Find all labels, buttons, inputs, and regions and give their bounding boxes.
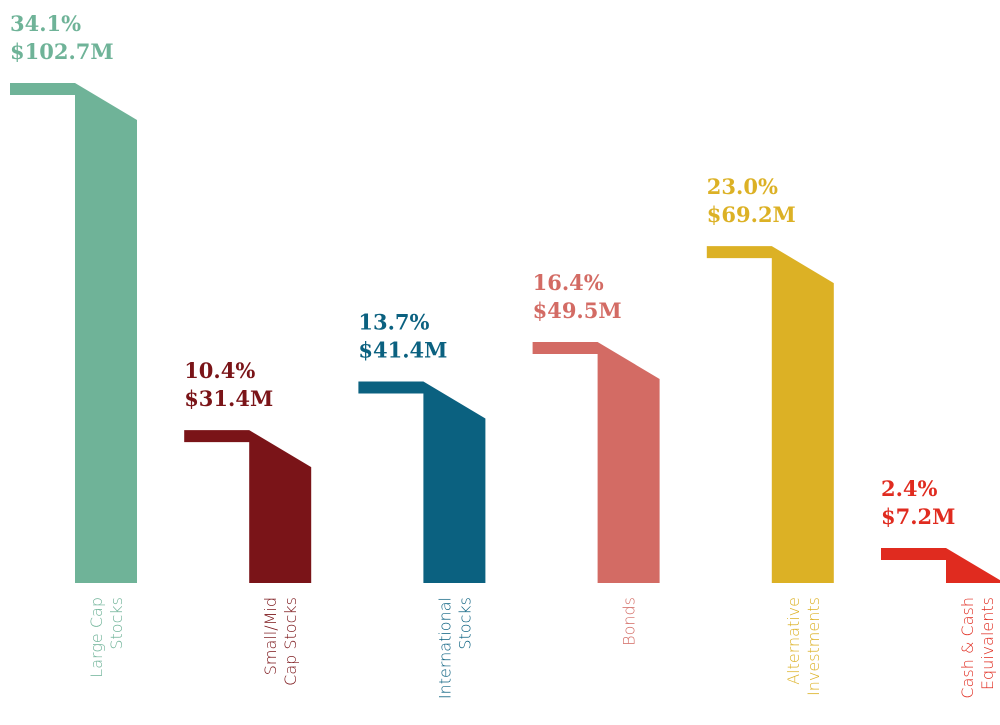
share-label: 34.1%: [10, 11, 81, 36]
category-label: Bonds: [620, 597, 639, 646]
bar: [706, 246, 834, 584]
category-label: Large Cap: [87, 597, 106, 678]
category-label: Equivalents: [978, 597, 997, 690]
value-label: $102.7M: [10, 39, 114, 64]
share-label: 13.7%: [358, 309, 429, 334]
value-label: $49.5M: [533, 298, 622, 323]
share-label: 10.4%: [184, 358, 255, 383]
category-label: Small/Mid: [261, 597, 280, 675]
category-label: Stocks: [107, 597, 126, 650]
category-label: International: [435, 597, 454, 699]
category-label: Alternative: [784, 597, 803, 685]
bar: [358, 381, 486, 583]
category-label: Cap Stocks: [281, 597, 300, 686]
category-label: Investments: [804, 597, 823, 696]
category-label: Cash & Cash: [958, 597, 977, 699]
value-label: $41.4M: [358, 337, 447, 362]
bar: [532, 342, 660, 583]
bar: [184, 430, 312, 583]
value-label: $69.2M: [707, 202, 796, 227]
share-label: 2.4%: [881, 476, 938, 501]
value-label: $7.2M: [881, 504, 955, 529]
bar: [881, 547, 1000, 583]
bar: [10, 83, 137, 583]
value-label: $31.4M: [184, 386, 273, 411]
share-label: 23.0%: [707, 174, 778, 199]
category-label: Stocks: [455, 597, 474, 650]
share-label: 16.4%: [533, 270, 604, 295]
